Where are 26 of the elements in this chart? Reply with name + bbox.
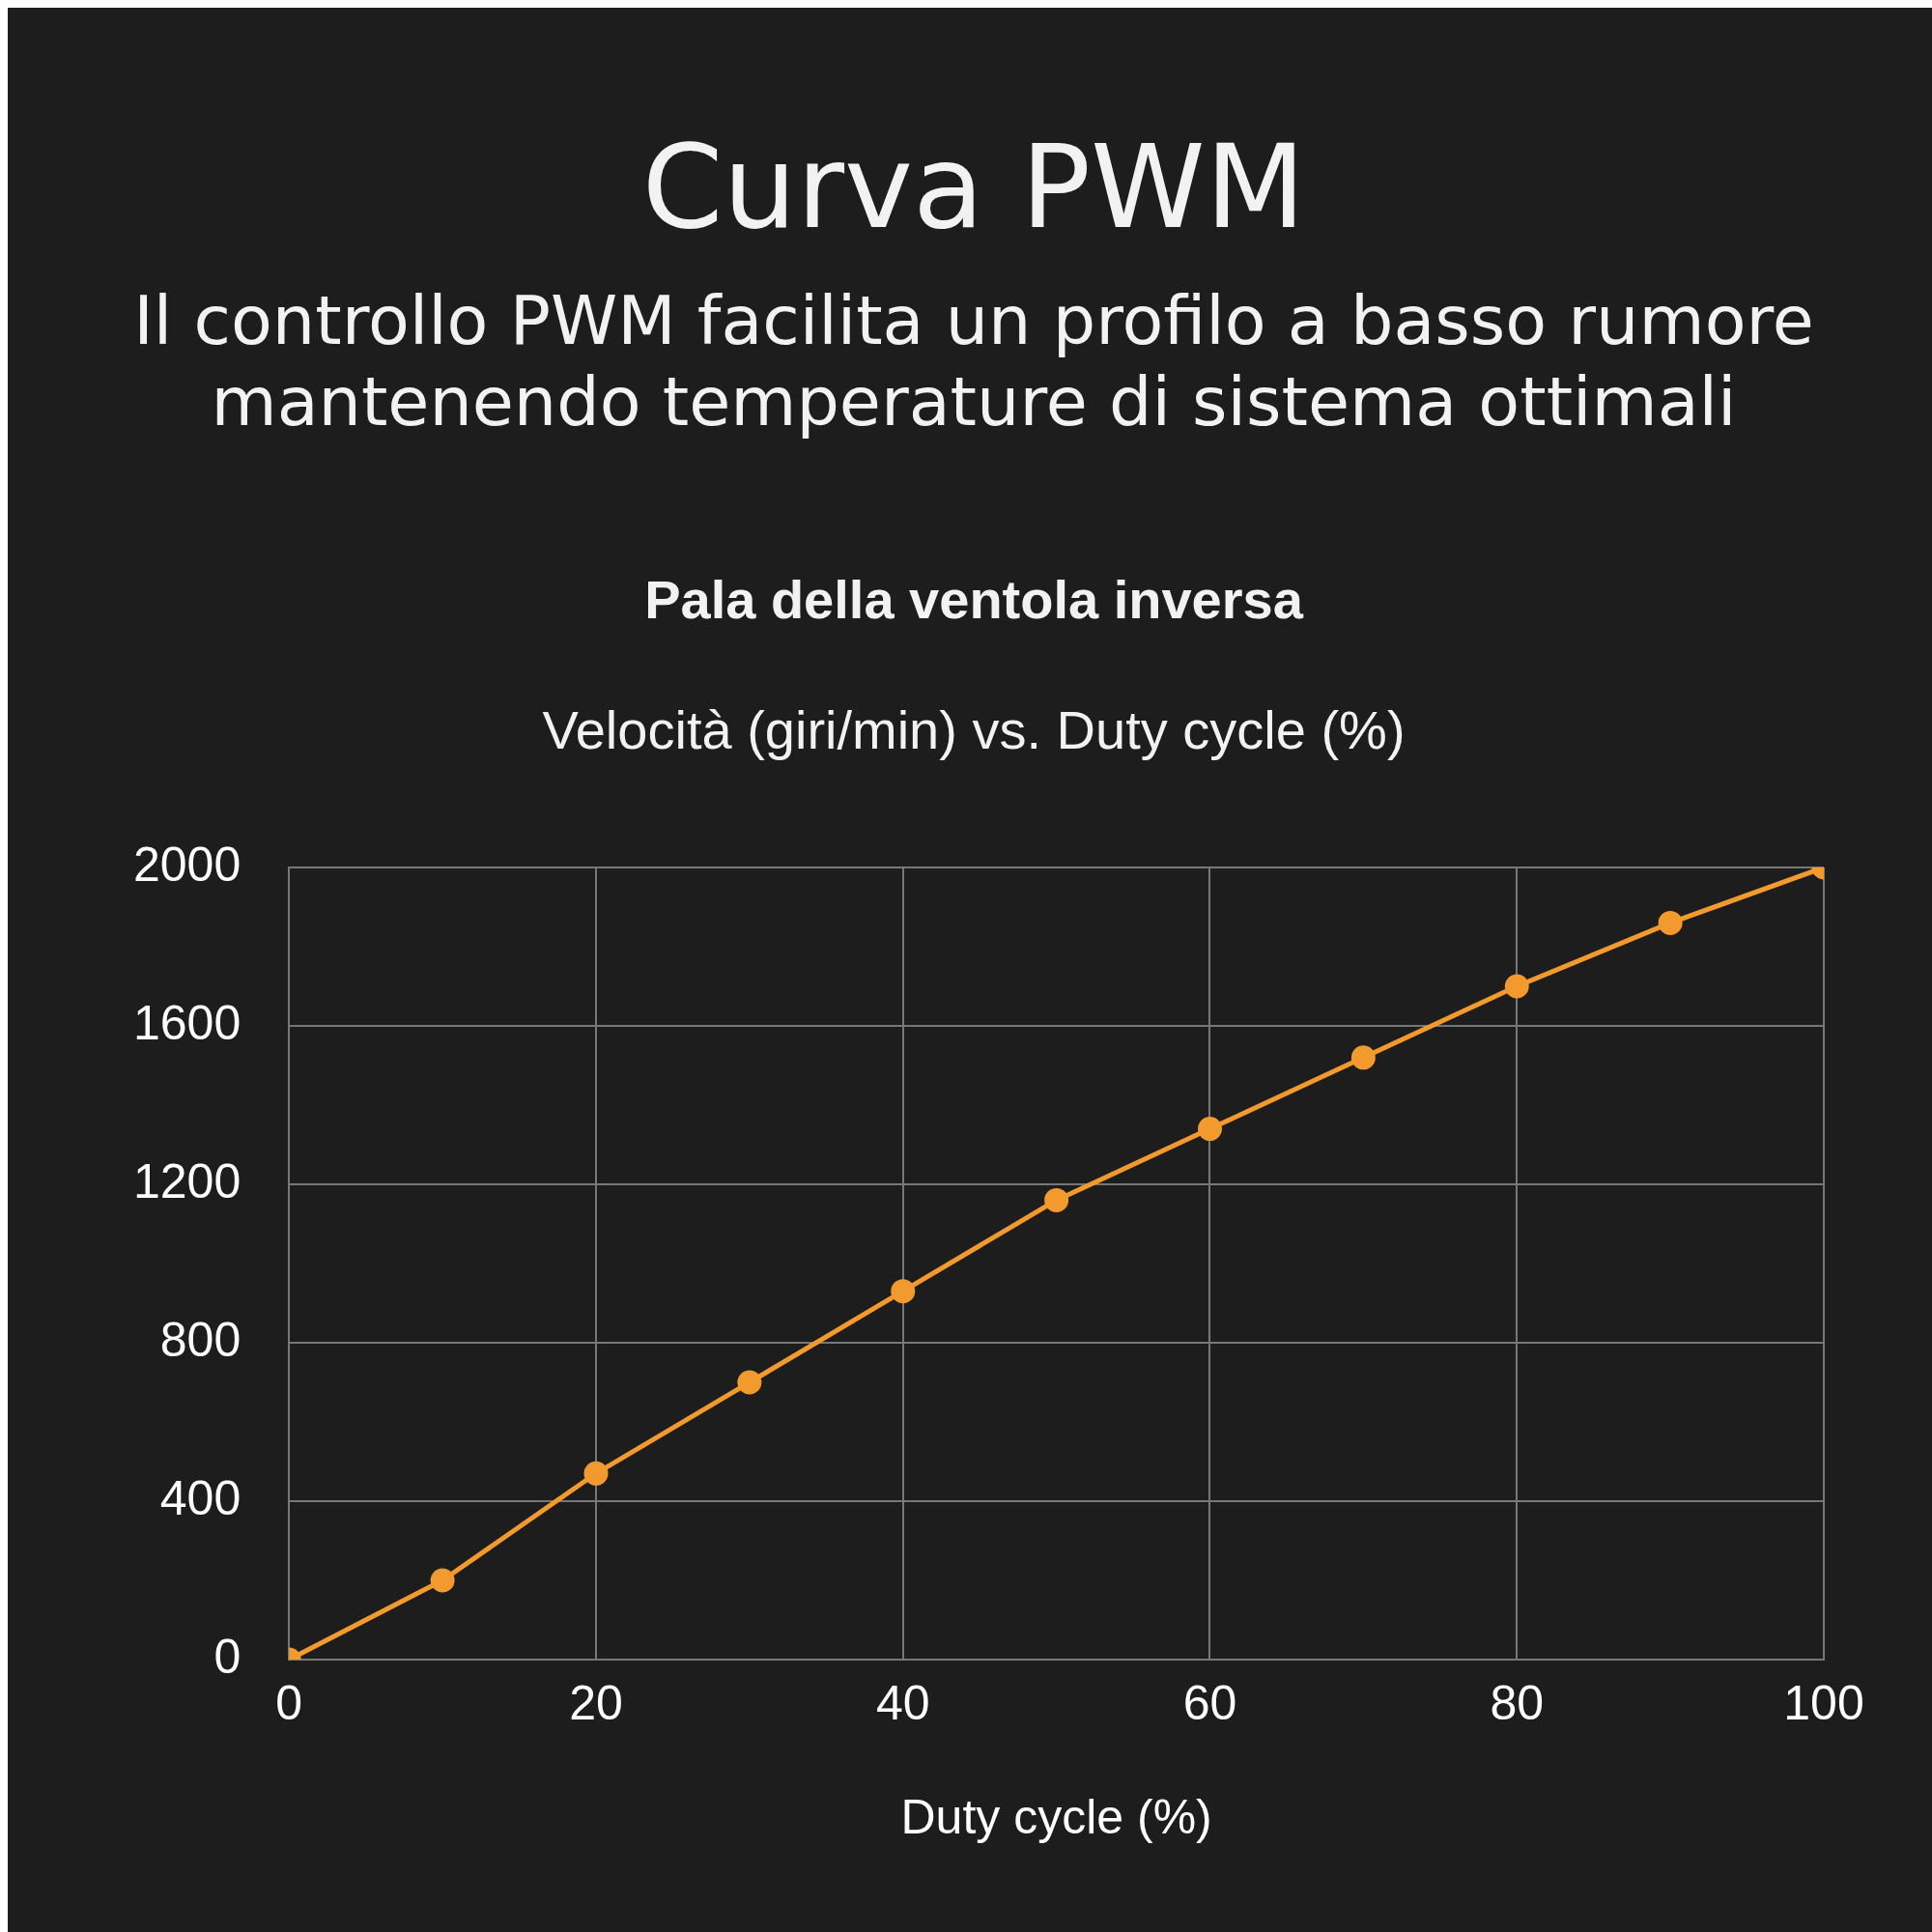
y-tick-label: 800: [159, 1312, 242, 1367]
x-tick-label: 20: [569, 1675, 623, 1730]
point: [1504, 974, 1529, 999]
point: [891, 1279, 916, 1304]
y-tick-label: 2000: [133, 837, 242, 892]
x-tick-label: 0: [275, 1675, 303, 1730]
point: [1044, 1187, 1069, 1212]
x-tick-label: 100: [1783, 1675, 1864, 1730]
y-tick-label: 1600: [133, 995, 242, 1050]
point: [430, 1568, 455, 1593]
point: [583, 1461, 609, 1486]
chart-title: Curva PWM: [640, 119, 1307, 254]
y-tick-label: 1200: [133, 1153, 242, 1208]
text: Pala della ventola inversa: [643, 568, 1305, 631]
text: Velocità (giri/min) vs. Duty cycle (%): [541, 698, 1406, 761]
x-tick-label: 80: [1490, 1675, 1545, 1730]
point: [1658, 910, 1683, 935]
point: [1350, 1045, 1376, 1070]
y-tick-label: 400: [159, 1470, 242, 1525]
point: [737, 1370, 762, 1395]
y-tick-label: 0: [213, 1629, 242, 1684]
x-axis-title: Duty cycle (%): [900, 1789, 1212, 1844]
x-tick-label: 40: [875, 1675, 930, 1730]
chart-subtitle: Il controllo PWM facilita un profilo a basso rumore mantenendo temperature di sistema ottimali: [132, 280, 1815, 442]
point: [1197, 1117, 1222, 1142]
x-tick-label: 60: [1182, 1675, 1237, 1730]
